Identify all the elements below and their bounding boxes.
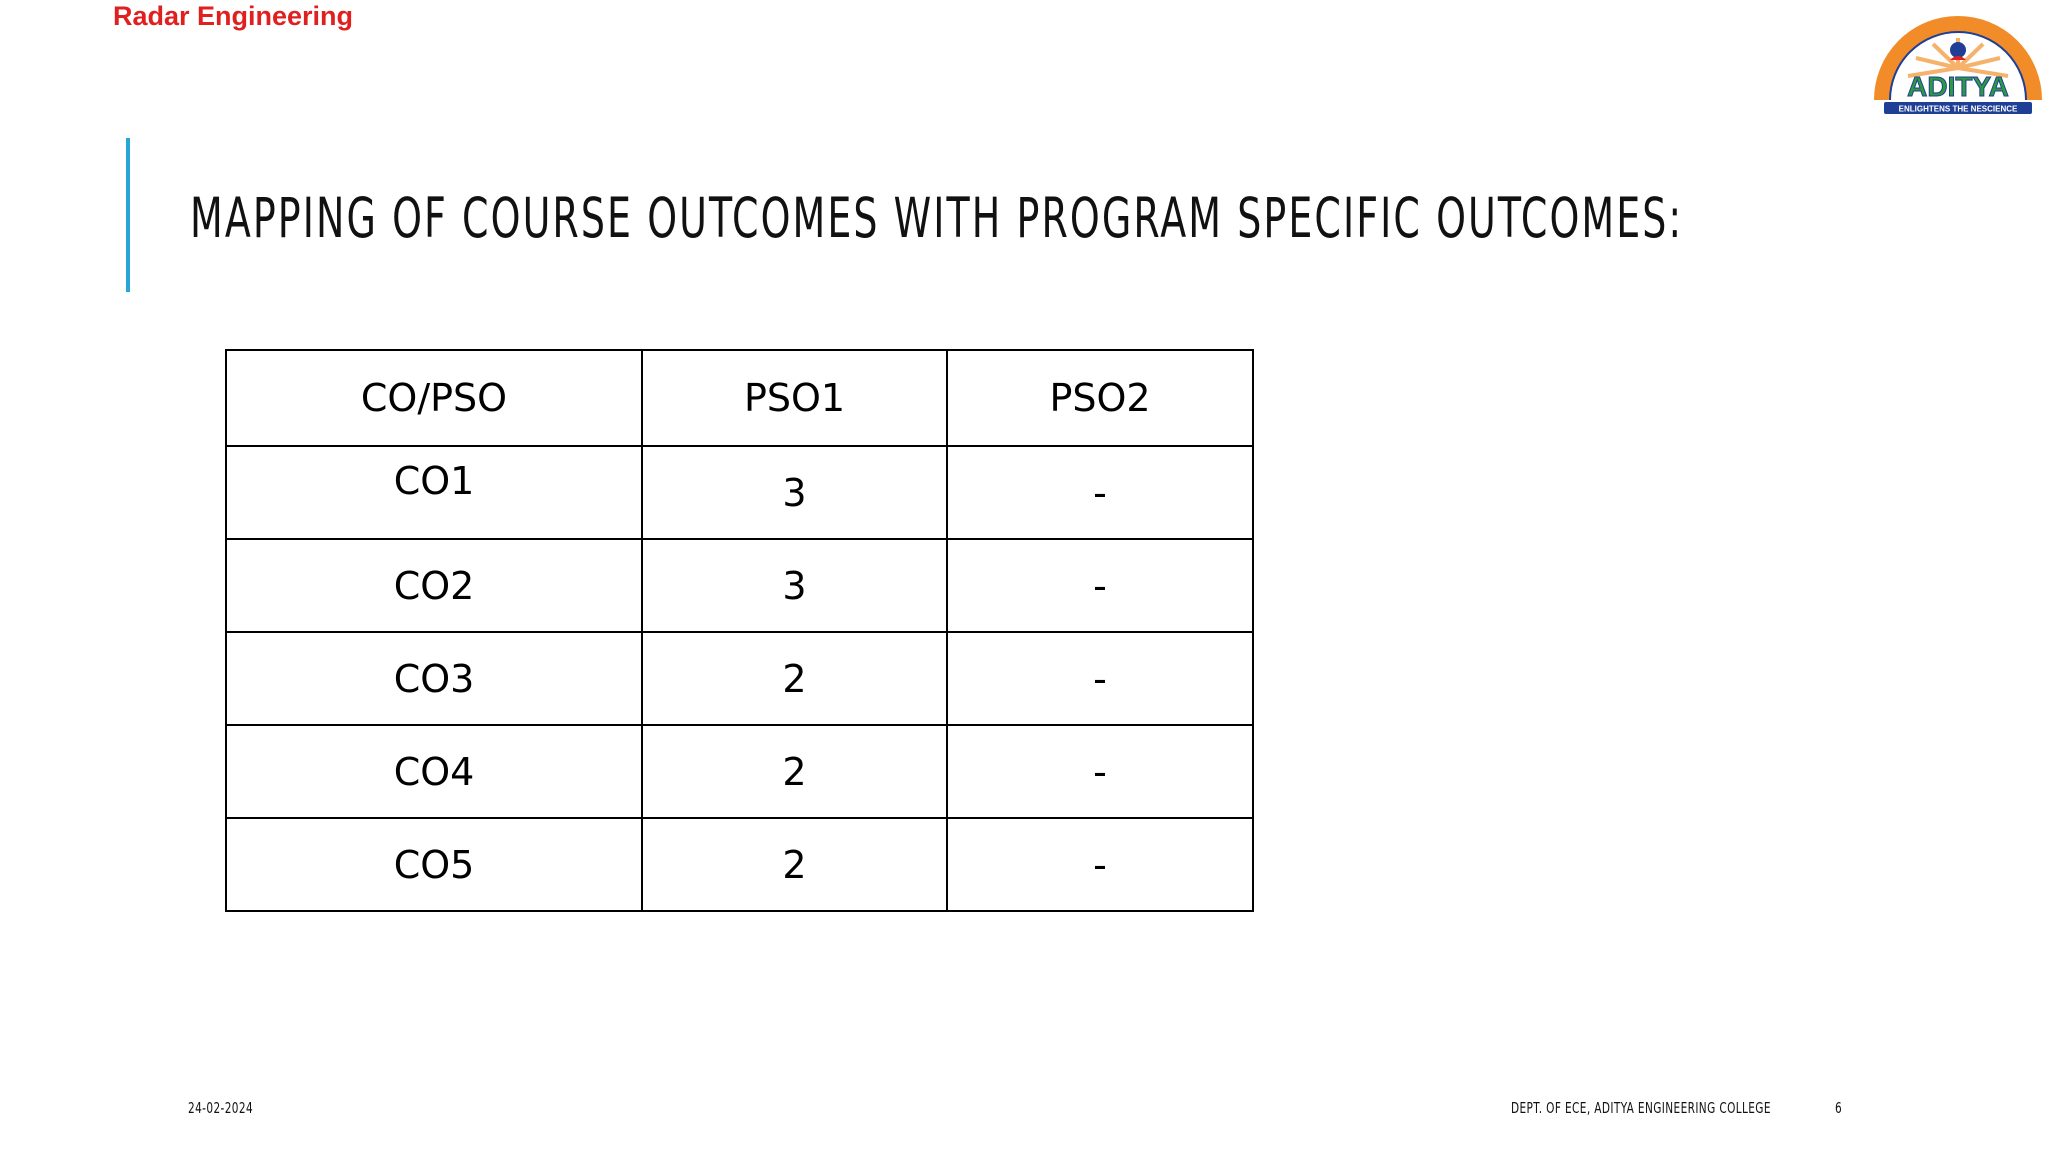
slide-title: MAPPING OF COURSE OUTCOMES WITH PROGRAM … bbox=[190, 186, 1684, 250]
table-header-row: CO/PSO PSO1 PSO2 bbox=[225, 349, 1254, 447]
table-row: CO2 3 - bbox=[225, 538, 1254, 633]
title-accent-bar bbox=[126, 138, 130, 292]
table-row: CO4 2 - bbox=[225, 724, 1254, 819]
aditya-college-logo: ADITYA ENLIGHTENS THE NESCIENCE bbox=[1874, 16, 2042, 114]
header-co-pso: CO/PSO bbox=[225, 349, 643, 447]
row-pso1-value: 3 bbox=[641, 445, 948, 540]
row-co-label: CO1 bbox=[225, 445, 643, 540]
row-pso1-value: 2 bbox=[641, 631, 948, 726]
row-co-label: CO2 bbox=[225, 538, 643, 633]
logo-name: ADITYA bbox=[1907, 71, 2009, 102]
footer-department: DEPT. OF ECE, ADITYA ENGINEERING COLLEGE bbox=[1511, 1099, 1771, 1117]
footer-date: 24-02-2024 bbox=[188, 1099, 254, 1117]
row-pso2-value: - bbox=[946, 817, 1254, 912]
row-pso2-value: - bbox=[946, 538, 1254, 633]
row-co-label: CO4 bbox=[225, 724, 643, 819]
row-pso1-value: 2 bbox=[641, 724, 948, 819]
row-pso1-value: 2 bbox=[641, 817, 948, 912]
header-brand-text: Radar Engineering bbox=[113, 1, 354, 31]
co-pso-mapping-table: CO/PSO PSO1 PSO2 CO1 3 - CO2 3 - CO3 2 -… bbox=[225, 349, 1254, 912]
footer-page-number: 6 bbox=[1835, 1099, 1843, 1117]
header-pso2: PSO2 bbox=[946, 349, 1254, 447]
header-pso1: PSO1 bbox=[641, 349, 948, 447]
row-pso2-value: - bbox=[946, 631, 1254, 726]
row-pso2-value: - bbox=[946, 445, 1254, 540]
row-co-label: CO3 bbox=[225, 631, 643, 726]
table-row: CO3 2 - bbox=[225, 631, 1254, 726]
row-co-label: CO5 bbox=[225, 817, 643, 912]
row-pso2-value: - bbox=[946, 724, 1254, 819]
row-pso1-value: 3 bbox=[641, 538, 948, 633]
table-row: CO5 2 - bbox=[225, 817, 1254, 912]
logo-tagline: ENLIGHTENS THE NESCIENCE bbox=[1899, 105, 2018, 114]
table-row: CO1 3 - bbox=[225, 445, 1254, 540]
